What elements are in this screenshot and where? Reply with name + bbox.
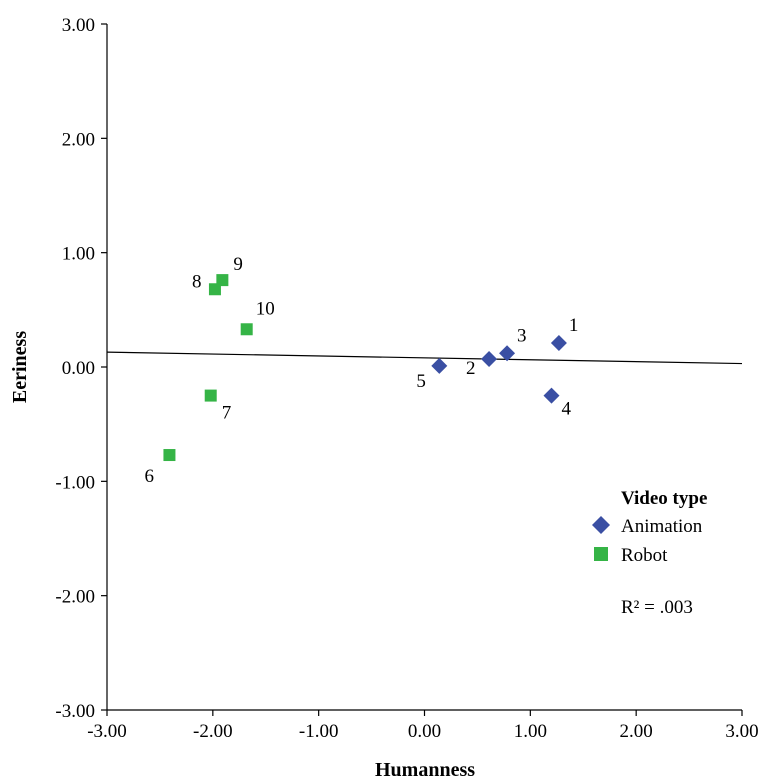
point-label: 4 (562, 399, 572, 420)
robot-point (163, 449, 176, 462)
x-tick-label: 0.00 (408, 721, 441, 742)
y-tick-label: -2.00 (55, 587, 95, 608)
data-points (163, 274, 567, 462)
legend-items: Animation Robot (592, 516, 703, 566)
legend-swatch-robot (594, 547, 608, 561)
point-label: 3 (517, 325, 527, 346)
robot-point (204, 389, 217, 402)
point-label: 7 (222, 403, 232, 424)
point-label: 5 (416, 371, 426, 392)
x-tick-label: -1.00 (299, 721, 339, 742)
y-axis-title: Eeriness (9, 331, 31, 403)
animation-point (543, 387, 560, 404)
y-tick-label: 3.00 (62, 15, 95, 36)
point-label: 1 (569, 315, 579, 336)
robot-point (216, 274, 229, 287)
point-label: 2 (466, 358, 476, 379)
y-tick-label: 0.00 (62, 358, 95, 379)
point-label: 6 (144, 466, 154, 487)
fit-line (106, 351, 743, 365)
animation-point (550, 334, 567, 351)
robot-point (208, 283, 221, 296)
animation-point (499, 345, 516, 362)
point-label: 8 (192, 271, 202, 292)
point-labels: 1 2 3 4 5 6 7 8 9 10 (144, 254, 578, 487)
robot-point (240, 323, 253, 336)
y-tick-label: -1.00 (55, 472, 95, 493)
y-tick-label: 1.00 (62, 244, 95, 265)
x-ticks: -3.00 -2.00 -1.00 0.00 1.00 2.00 3.00 (87, 710, 759, 742)
legend-title: Video type (621, 488, 707, 509)
point-label: 10 (256, 298, 275, 319)
legend-label: Animation (621, 516, 703, 537)
animation-point (431, 357, 448, 374)
y-ticks: 3.00 2.00 1.00 0.00 -1.00 -2.00 -3.00 (55, 15, 107, 722)
x-axis-title: Humanness (375, 759, 475, 781)
legend-label: Robot (621, 545, 668, 566)
legend: Video type Animation Robot (592, 488, 707, 566)
y-tick-label: 2.00 (62, 129, 95, 150)
legend-swatch-animation (592, 516, 610, 534)
point-label: 9 (233, 254, 243, 275)
r-squared-annotation: R² = .003 (621, 597, 693, 618)
x-tick-label: 1.00 (514, 721, 547, 742)
animation-point (481, 350, 498, 367)
x-tick-label: 2.00 (620, 721, 653, 742)
x-tick-label: 3.00 (725, 721, 758, 742)
y-tick-label: -3.00 (55, 701, 95, 722)
x-tick-label: -3.00 (87, 721, 127, 742)
x-tick-label: -2.00 (193, 721, 233, 742)
